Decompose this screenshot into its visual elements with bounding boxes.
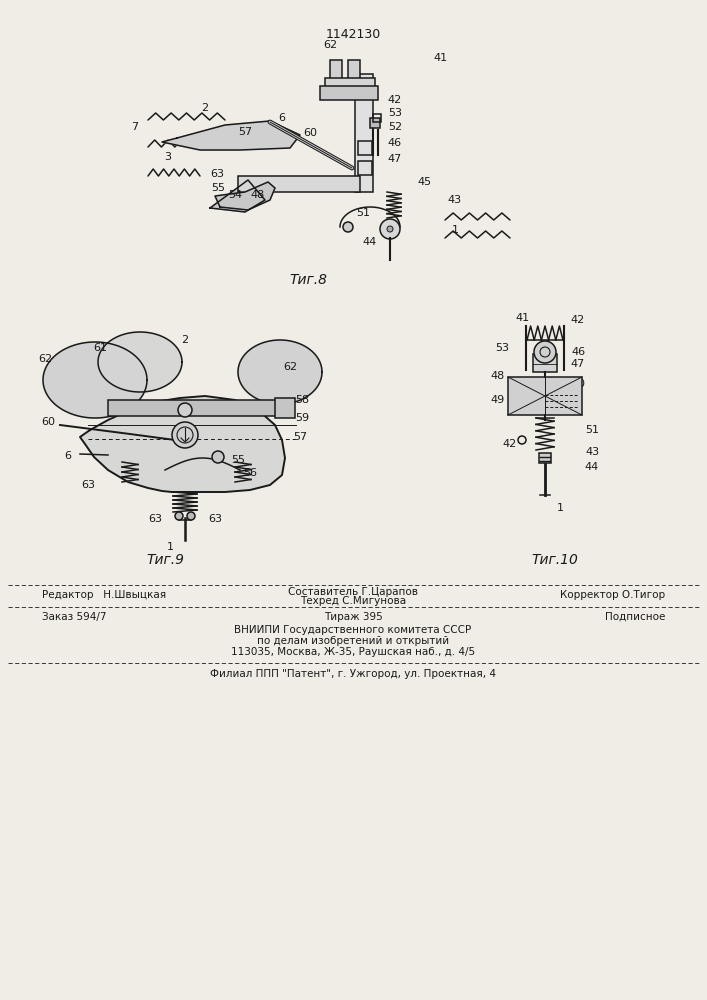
- Bar: [320, 86, 378, 100]
- Bar: [539, 453, 551, 463]
- Text: Заказ 594/7: Заказ 594/7: [42, 612, 107, 622]
- Text: 42: 42: [388, 95, 402, 105]
- Bar: [533, 354, 557, 372]
- Polygon shape: [215, 182, 275, 210]
- Text: 2: 2: [182, 335, 189, 345]
- Text: Составитель Г.Царапов: Составитель Г.Царапов: [288, 587, 418, 597]
- Circle shape: [178, 403, 192, 417]
- Text: 6: 6: [279, 113, 286, 123]
- Text: 46: 46: [388, 138, 402, 148]
- Text: 46: 46: [571, 347, 585, 357]
- Text: 61: 61: [93, 343, 107, 353]
- Text: Филиал ППП "Патент", г. Ужгород, ул. Проектная, 4: Филиал ППП "Патент", г. Ужгород, ул. Про…: [210, 669, 496, 679]
- Text: Тираж 395: Тираж 395: [324, 612, 382, 622]
- Text: 55: 55: [211, 183, 225, 193]
- Text: 53: 53: [388, 108, 402, 118]
- Text: 50: 50: [571, 379, 585, 389]
- Bar: [325, 78, 375, 90]
- Text: 49: 49: [491, 395, 505, 405]
- Text: 59: 59: [295, 413, 309, 423]
- Circle shape: [187, 512, 195, 520]
- Text: 43: 43: [448, 195, 462, 205]
- Polygon shape: [238, 340, 322, 404]
- Polygon shape: [43, 342, 147, 418]
- Text: 63: 63: [210, 169, 224, 179]
- Bar: [358, 141, 372, 155]
- Text: 1: 1: [452, 225, 459, 235]
- Text: 57: 57: [238, 127, 252, 137]
- Text: 48: 48: [251, 190, 265, 200]
- Text: ВНИИПИ Государственного комитета СССР: ВНИИПИ Государственного комитета СССР: [235, 625, 472, 635]
- Text: 53: 53: [495, 343, 509, 353]
- Text: 41: 41: [433, 53, 447, 63]
- Text: 63: 63: [148, 514, 162, 524]
- Circle shape: [387, 226, 393, 232]
- Bar: [330, 60, 342, 82]
- Text: 63: 63: [81, 480, 95, 490]
- Circle shape: [534, 341, 556, 363]
- Text: 41: 41: [515, 313, 529, 323]
- Text: 54: 54: [228, 190, 242, 200]
- Circle shape: [172, 422, 198, 448]
- Text: Техред С.Мигунова: Техред С.Мигунова: [300, 596, 406, 606]
- Bar: [370, 118, 380, 128]
- Text: 1: 1: [167, 542, 173, 552]
- Bar: [275, 398, 295, 418]
- Text: по делам изобретений и открытий: по делам изобретений и открытий: [257, 636, 449, 646]
- Text: 57: 57: [293, 432, 307, 442]
- Bar: [238, 176, 360, 192]
- Circle shape: [175, 512, 183, 520]
- Text: 7: 7: [132, 122, 139, 132]
- Bar: [373, 114, 381, 122]
- Text: Редактор   Н.Швыцкая: Редактор Н.Швыцкая: [42, 590, 166, 600]
- Circle shape: [343, 222, 353, 232]
- Polygon shape: [98, 332, 182, 392]
- Text: Подписное: Подписное: [604, 612, 665, 622]
- Text: 1142130: 1142130: [325, 27, 380, 40]
- Text: Τиг.8: Τиг.8: [289, 273, 327, 287]
- Text: 42: 42: [503, 439, 517, 449]
- Bar: [355, 74, 373, 192]
- Text: 113035, Москва, Ж-35, Раушская наб., д. 4/5: 113035, Москва, Ж-35, Раушская наб., д. …: [231, 647, 475, 657]
- Text: 6: 6: [64, 451, 71, 461]
- Text: 47: 47: [388, 154, 402, 164]
- Text: 62: 62: [38, 354, 52, 364]
- Text: 55: 55: [231, 455, 245, 465]
- Text: 42: 42: [571, 315, 585, 325]
- Text: 44: 44: [585, 462, 599, 472]
- Text: 43: 43: [585, 447, 599, 457]
- Text: 56: 56: [243, 468, 257, 478]
- Text: 52: 52: [388, 122, 402, 132]
- Text: 44: 44: [363, 237, 377, 247]
- Text: 51: 51: [356, 208, 370, 218]
- Text: 58: 58: [295, 395, 309, 405]
- Bar: [508, 377, 582, 415]
- Text: 45: 45: [418, 177, 432, 187]
- Text: 48: 48: [491, 371, 505, 381]
- Circle shape: [212, 451, 224, 463]
- Text: 60: 60: [41, 417, 55, 427]
- Polygon shape: [210, 180, 265, 212]
- Text: 1: 1: [556, 503, 563, 513]
- Bar: [358, 161, 372, 175]
- Text: 60: 60: [303, 128, 317, 138]
- Text: Корректор О.Тигор: Корректор О.Тигор: [560, 590, 665, 600]
- Bar: [108, 400, 280, 416]
- Text: Τиг.10: Τиг.10: [532, 553, 578, 567]
- Text: 2: 2: [201, 103, 209, 113]
- Bar: [348, 60, 360, 82]
- Text: 47: 47: [571, 359, 585, 369]
- Text: 62: 62: [323, 40, 337, 50]
- Text: Τиг.9: Τиг.9: [146, 553, 184, 567]
- Polygon shape: [162, 121, 300, 150]
- Circle shape: [380, 219, 400, 239]
- Text: 63: 63: [208, 514, 222, 524]
- Polygon shape: [80, 396, 285, 492]
- Text: 62: 62: [283, 362, 297, 372]
- Text: 3: 3: [165, 152, 172, 162]
- Text: 51: 51: [585, 425, 599, 435]
